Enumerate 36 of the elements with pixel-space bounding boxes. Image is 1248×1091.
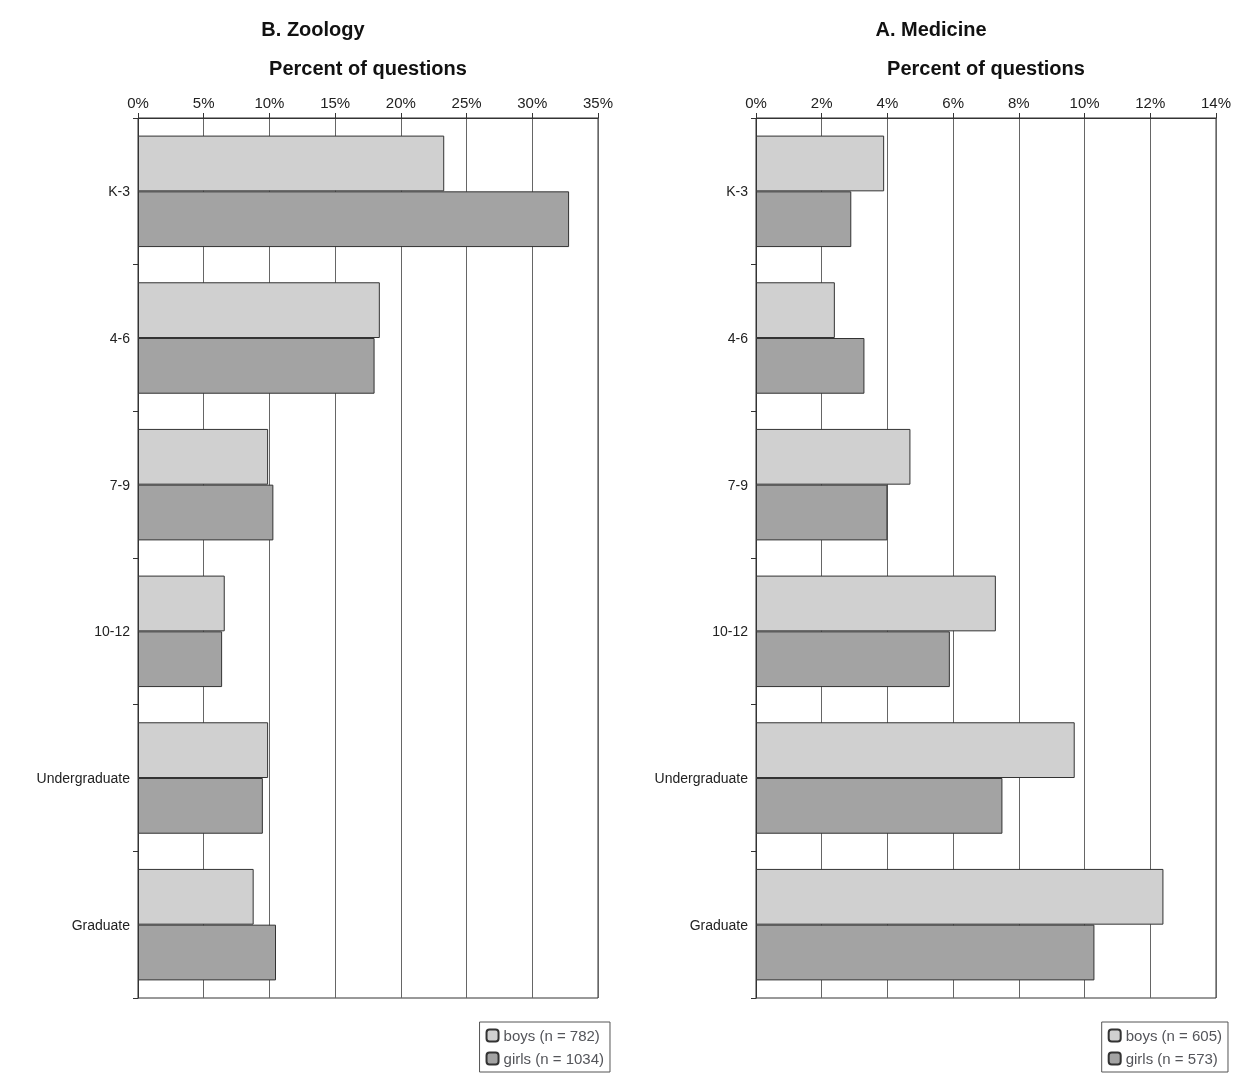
x-tick-label: 10% xyxy=(1069,94,1100,111)
x-tick-label: 25% xyxy=(451,94,482,111)
x-tick-label: 0% xyxy=(127,94,149,111)
chart-title: B. Zoology xyxy=(261,18,366,40)
y-tick-label: Graduate xyxy=(71,916,131,933)
x-tick-label: 35% xyxy=(582,94,614,111)
y-tick-label: 7-9 xyxy=(109,476,131,493)
x-tick-label: 14% xyxy=(1200,94,1232,111)
y-tick-label: Undergraduate xyxy=(654,770,749,786)
chart-title: A. Medicine xyxy=(875,18,987,40)
legend-label: boys (n = 782) xyxy=(503,1027,600,1044)
legend-label: girls (n = 1034) xyxy=(503,1050,604,1067)
x-tick-label: 5% xyxy=(192,94,215,111)
x-tick-label: 6% xyxy=(942,94,964,111)
y-tick-label: K-3 xyxy=(108,183,131,200)
y-tick-label: 10-12 xyxy=(712,623,749,640)
x-tick-label: 30% xyxy=(517,94,548,111)
x-tick-label: 10% xyxy=(254,94,285,111)
y-tick-label: Graduate xyxy=(689,916,749,933)
y-tick-label: 7-9 xyxy=(727,476,749,493)
y-tick-label: 4-6 xyxy=(727,330,749,346)
x-tick-label: 15% xyxy=(320,94,351,111)
x-tick-label: 12% xyxy=(1135,94,1166,111)
x-tick-label: 2% xyxy=(810,94,833,111)
x-tick-label: 0% xyxy=(745,94,767,111)
x-axis-title: Percent of questions xyxy=(887,57,1085,79)
x-tick-label: 4% xyxy=(876,94,899,111)
x-tick-label: 20% xyxy=(385,94,416,111)
x-tick-label: 8% xyxy=(1008,94,1030,111)
y-tick-label: 4-6 xyxy=(109,330,131,346)
y-tick-label: K-3 xyxy=(726,183,749,200)
x-axis-title: Percent of questions xyxy=(269,57,467,79)
legend-label: girls (n = 573) xyxy=(1125,1050,1218,1067)
y-tick-label: Undergraduate xyxy=(36,770,131,786)
legend-label: boys (n = 605) xyxy=(1125,1027,1223,1044)
y-tick-label: 10-12 xyxy=(94,623,131,640)
